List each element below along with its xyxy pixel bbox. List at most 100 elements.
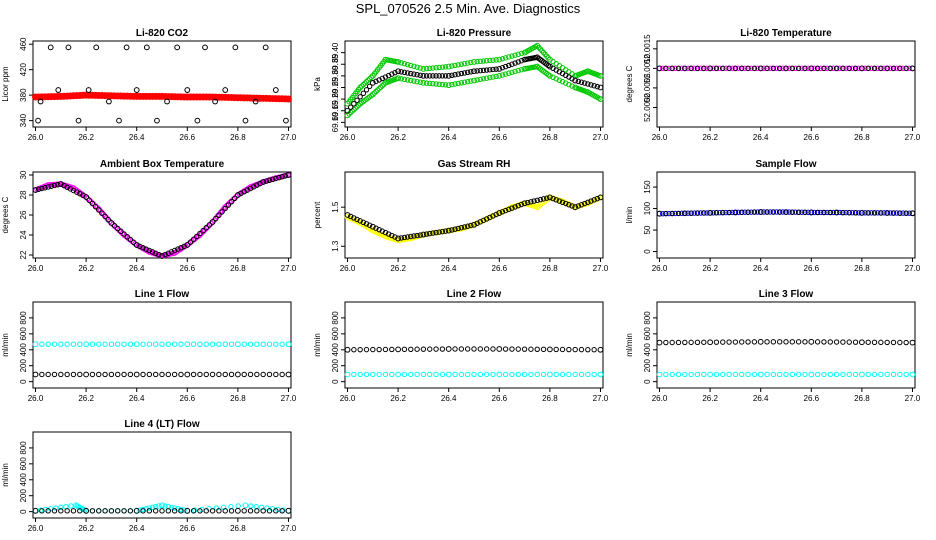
chart-line-3-flow-point	[840, 339, 846, 345]
chart-ambient-box-temperature-point	[143, 246, 149, 252]
chart-ambient-box-temperature-point	[197, 232, 203, 238]
chart-li-820-temperature-point	[707, 65, 714, 72]
chart-gas-stream-rh-point	[556, 198, 563, 204]
chart-line-1-flow-title: Line 1 Flow	[135, 289, 190, 300]
chart-line-1-flow-point	[152, 341, 159, 347]
chart-li-820-temperature-point	[795, 65, 802, 72]
chart-li-820-temperature-frame	[656, 40, 916, 128]
chart-line-1-flow-point	[127, 341, 134, 347]
chart-line-2-flow-point	[496, 346, 503, 352]
chart-line-2-flow: Line 2 Flow 26.0 26.2 26.4 26.6 26.8 27.0 0 2004…	[313, 289, 609, 403]
chart-line-3-flow-point	[795, 371, 802, 378]
chart-line-4-lt-flow-y-tick-label: 800	[19, 441, 28, 455]
chart-gas-stream-rh-point	[423, 231, 430, 237]
chart-li-820-pressure-point	[474, 68, 480, 74]
chart-li-820-co2-point	[158, 92, 166, 100]
chart-line-2-flow-point	[585, 346, 591, 353]
chart-line-3-flow-point	[745, 371, 751, 378]
chart-gas-stream-rh-point	[515, 203, 521, 209]
chart-ambient-box-temperature-point	[92, 204, 99, 210]
chart-line-1-flow-x-tick-label: 26.4	[129, 394, 145, 403]
chart-line-3-flow-point	[890, 371, 897, 378]
chart-line-4-lt-flow-point	[159, 508, 165, 514]
chart-li-820-pressure-point	[545, 62, 552, 69]
chart-li-820-co2-point	[252, 98, 259, 105]
chart-ambient-box-temperature-y-tick-label: 22	[19, 250, 28, 259]
chart-line-3-flow-point	[732, 339, 739, 345]
chart-li-820-temperature-point	[710, 65, 716, 72]
chart-li-820-co2-point	[262, 44, 269, 51]
chart-line-3-flow-x-tick-label: 26.4	[753, 394, 769, 403]
chart-line-3-flow-point	[802, 371, 808, 378]
chart-line-2-flow-point	[351, 347, 357, 353]
chart-gas-stream-rh-point	[544, 195, 550, 201]
chart-li-820-pressure-point	[374, 87, 381, 93]
chart-line-1-flow-point	[254, 341, 260, 347]
chart-line-1-flow-point	[190, 341, 197, 347]
chart-line-3-flow-point	[656, 339, 663, 346]
chart-li-820-pressure-point	[382, 79, 389, 86]
chart-li-820-temperature-point	[663, 65, 669, 72]
chart-li-820-pressure-point	[408, 77, 414, 84]
chart-li-820-pressure-y-tick-label: 69.10	[331, 112, 340, 133]
chart-ambient-box-temperature-point	[184, 242, 191, 248]
chart-sample-flow-point	[900, 210, 906, 216]
chart-line-4-lt-flow-point	[247, 508, 254, 514]
chart-li-820-pressure-point	[480, 76, 487, 82]
chart-line-3-flow-point	[802, 339, 808, 345]
chart-line-3-flow-point	[751, 371, 758, 378]
chart-line-4-lt-flow-point	[242, 502, 249, 509]
chart-li-820-temperature-point	[837, 65, 843, 72]
chart-li-820-co2-point	[57, 92, 65, 100]
chart-gas-stream-rh-point	[433, 229, 439, 236]
chart-li-820-temperature-point	[716, 65, 723, 72]
chart-li-820-pressure-point	[423, 73, 430, 79]
chart-ambient-box-temperature: Ambient Box Temperature 26.0 26.2 26.4 26.6 2…	[1, 159, 297, 273]
chart-li-820-temperature-point	[903, 65, 909, 72]
chart-line-4-lt-flow-point	[156, 503, 162, 509]
chart-line-2-flow-point	[401, 346, 408, 353]
chart-li-820-pressure-x-tick-label: 26.8	[542, 133, 558, 142]
chart-line-3-flow-point	[701, 371, 707, 378]
chart-li-820-pressure-point	[357, 94, 363, 100]
chart-li-820-pressure-point	[455, 80, 461, 87]
chart-li-820-pressure-point	[357, 84, 364, 91]
chart-li-820-temperature-point	[884, 65, 890, 72]
chart-line-1-flow-point	[159, 371, 165, 378]
chart-li-820-pressure-point	[594, 83, 601, 90]
chart-line-2-flow-point	[572, 371, 578, 378]
chart-li-820-pressure-point	[490, 57, 496, 63]
chart-li-820-pressure-point	[439, 81, 446, 88]
chart-sample-flow-point	[802, 209, 808, 216]
chart-li-820-pressure-point	[395, 68, 402, 75]
chart-gas-stream-rh-point	[344, 212, 351, 218]
chart-line-2-flow-point	[452, 371, 458, 378]
chart-li-820-co2-point	[116, 117, 122, 124]
chart-li-820-pressure-y-tick-label: 69.35	[331, 54, 340, 75]
chart-line-3-flow-point	[808, 371, 815, 378]
chart-line-3-flow-point	[871, 339, 878, 346]
chart-line-2-flow-point	[376, 346, 382, 353]
chart-gas-stream-rh-point	[363, 221, 370, 227]
chart-sample-flow-point	[897, 210, 903, 216]
chart-line-1-flow-point	[89, 341, 96, 347]
chart-line-2-flow-series-line2-low	[344, 371, 604, 378]
chart-line-3-flow-point	[871, 371, 878, 378]
chart-line-2-flow-point	[382, 346, 389, 353]
chart-li-820-pressure-point	[569, 83, 575, 89]
chart-line-3-flow-point	[694, 339, 701, 346]
chart-li-820-temperature-point	[682, 65, 688, 72]
chart-sample-flow-point	[795, 209, 802, 216]
chart-li-820-pressure-point	[502, 71, 509, 77]
chart-sample-flow-point	[884, 210, 890, 216]
chart-gas-stream-rh-point	[385, 231, 392, 237]
chart-li-820-temperature-point	[745, 65, 751, 72]
chart-li-820-co2-point	[194, 117, 201, 124]
chart-line-3-flow-point	[814, 339, 821, 345]
chart-li-820-temperature-point	[735, 65, 742, 72]
chart-line-3-flow-point	[675, 371, 682, 378]
chart-line-2-flow-point	[521, 371, 528, 378]
chart-line-2-flow-point	[490, 346, 496, 352]
chart-li-820-pressure-y-tick-label: 69.25	[331, 77, 340, 98]
chart-gas-stream-rh-point	[512, 204, 518, 210]
